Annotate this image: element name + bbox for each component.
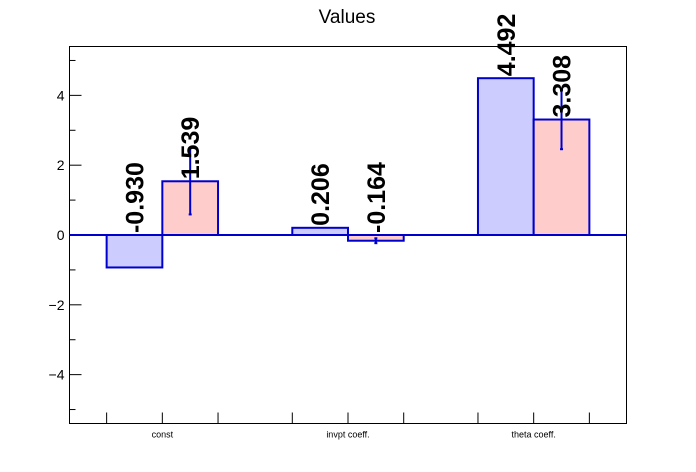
- bar: [476, 77, 535, 236]
- y-tick-label: 4: [57, 87, 65, 103]
- data-label: 0.206: [307, 163, 335, 226]
- bar: [291, 226, 349, 236]
- data-label: 3.308: [549, 55, 577, 118]
- data-label: -0.930: [121, 162, 149, 233]
- x-tick-label: invpt coeff.: [326, 430, 369, 440]
- data-label: 1.539: [177, 117, 205, 180]
- data-label: -0.164: [363, 162, 391, 233]
- y-tick-label: −4: [49, 367, 65, 383]
- y-tick-label: 2: [57, 157, 65, 173]
- x-tick-label: const: [152, 430, 174, 440]
- y-tick-label: −2: [49, 297, 65, 313]
- chart-title: Values: [319, 7, 376, 28]
- bar: [105, 234, 164, 269]
- x-tick-label: theta coeff.: [511, 430, 555, 440]
- data-label: 4.492: [493, 14, 521, 77]
- y-tick-label: 0: [57, 227, 65, 243]
